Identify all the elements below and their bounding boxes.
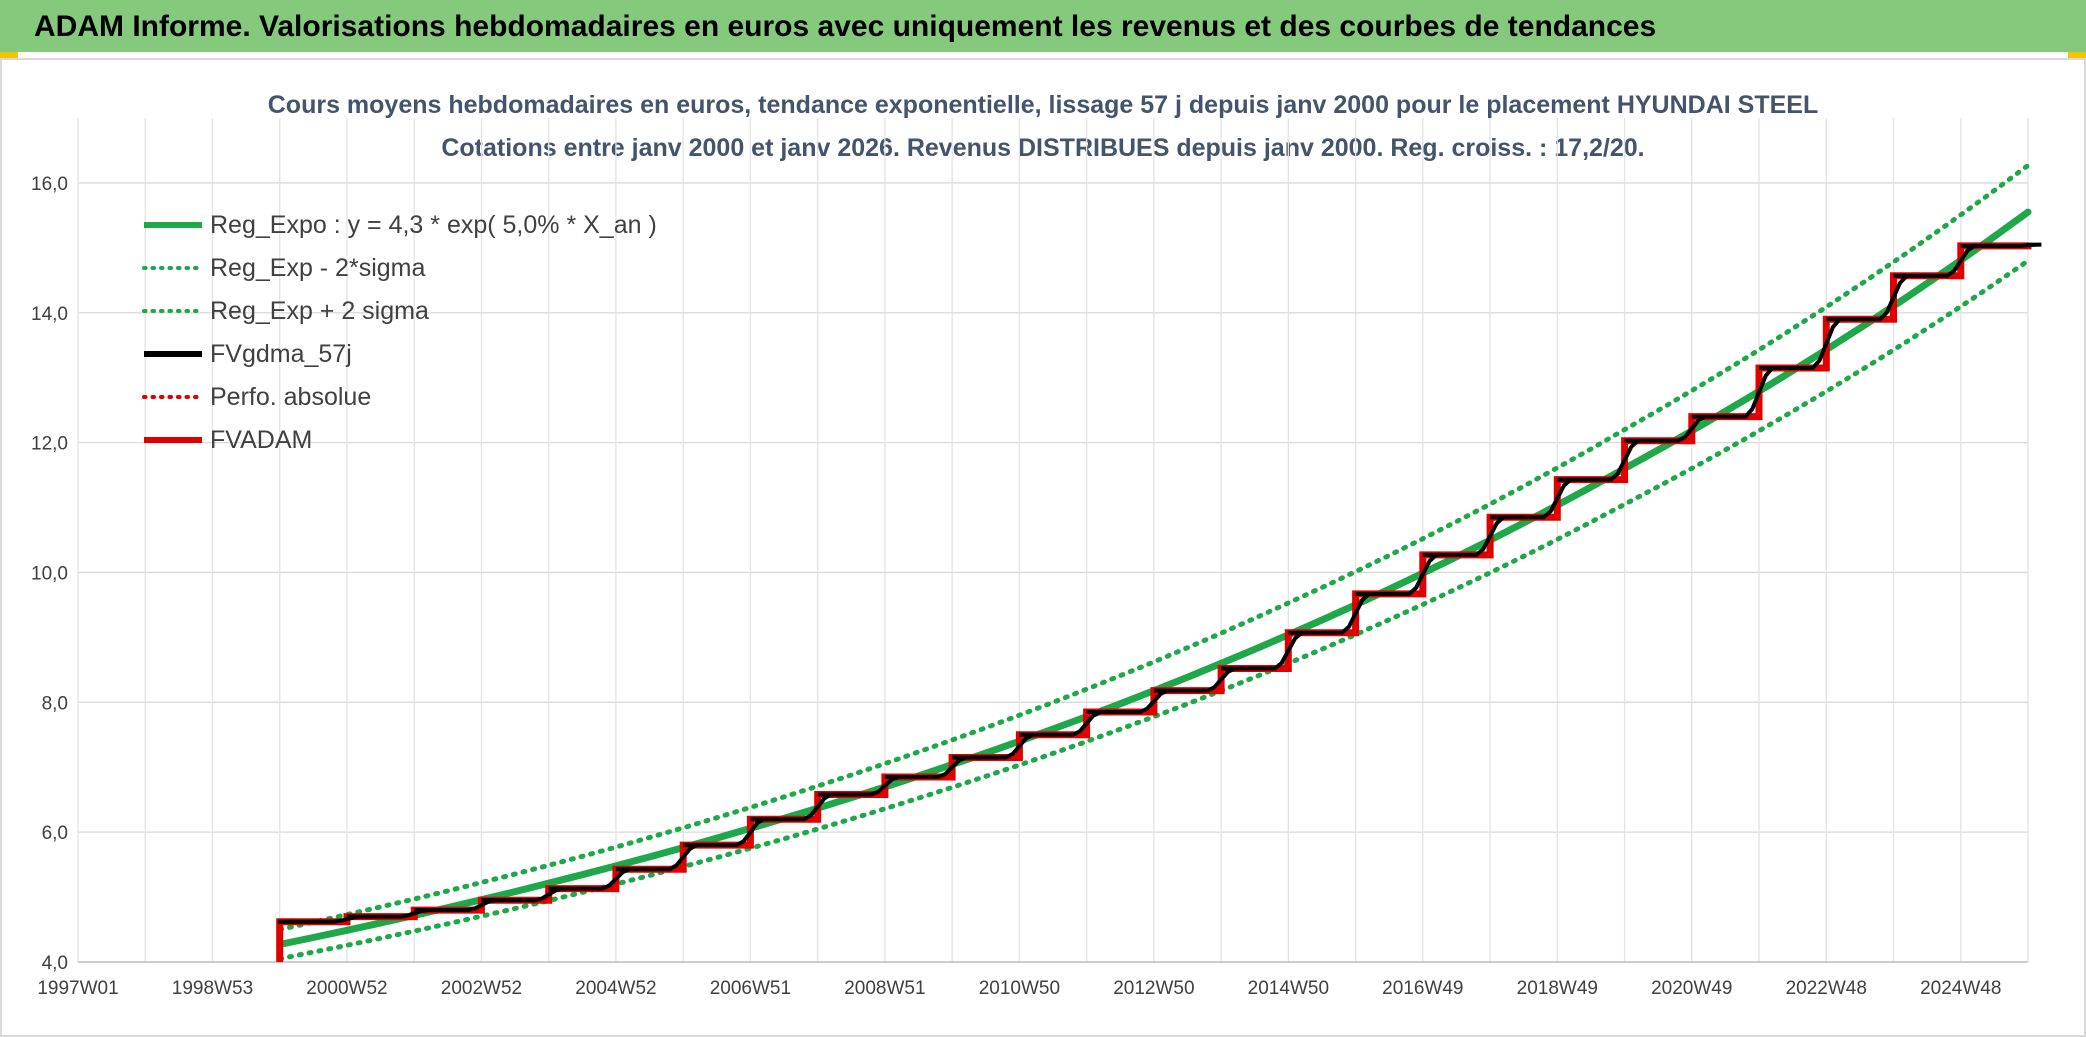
series-line-1	[277, 258, 2031, 962]
legend-entry: Reg_Exp + 2 sigma	[210, 297, 429, 325]
corner-marker-right	[2068, 52, 2086, 59]
x-tick-label: 2016W49	[1382, 978, 1463, 999]
y-tick-label: 8,0	[42, 693, 68, 714]
legend-entry: FVgdma_57j	[210, 340, 352, 368]
axis-ticks: 4,0 6,0 8,0 10,0 12,0 14,0 16,0 1997W01 1998W53 2…	[31, 174, 2001, 999]
series-line-3	[277, 242, 2042, 924]
legend-entry: Perfo. absolue	[210, 383, 371, 411]
chart-title: Cours moyens hebdomadaires en euros, ten…	[268, 91, 1818, 119]
x-tick-label: 2000W52	[306, 978, 387, 999]
y-tick-label: 10,0	[31, 563, 68, 584]
x-tick-label: 2004W52	[575, 978, 656, 999]
series-line-2	[277, 162, 2031, 932]
line-chart: Cours moyens hebdomadaires en euros, ten…	[31, 91, 2042, 999]
y-tick-label: 6,0	[42, 823, 68, 844]
x-tick-label: 2018W49	[1517, 978, 1598, 999]
y-tick-label: 14,0	[31, 304, 68, 325]
report-header: ADAM Informe. Valorisations hebdomadaire…	[0, 0, 2086, 52]
x-tick-label: 1998W53	[172, 978, 253, 999]
y-tick-label: 16,0	[31, 174, 68, 195]
x-tick-label: 2008W51	[844, 978, 925, 999]
chart-area: Cours moyens hebdomadaires en euros, ten…	[0, 58, 2086, 1037]
grid	[77, 118, 2029, 963]
y-tick-label: 12,0	[31, 434, 68, 455]
x-tick-label: 2020W49	[1651, 978, 1732, 999]
x-tick-label: 2012W50	[1113, 978, 1194, 999]
legend: Reg_Expo : y = 4,3 * exp( 5,0% * X_an ) R…	[142, 211, 657, 454]
series-group	[276, 162, 2042, 962]
y-tick-label: 4,0	[42, 953, 68, 974]
x-tick-label: 2024W48	[1920, 978, 2001, 999]
x-tick-label: 2002W52	[441, 978, 522, 999]
x-tick-label: 2022W48	[1786, 978, 1867, 999]
x-tick-label: 2006W51	[710, 978, 791, 999]
legend-entry: FVADAM	[210, 426, 312, 454]
legend-entry: Reg_Exp - 2*sigma	[210, 254, 425, 282]
x-tick-label: 1997W01	[37, 978, 118, 999]
corner-marker-left	[0, 52, 18, 59]
chart-subtitle: Cotations entre janv 2000 et janv 2026. …	[441, 134, 1644, 162]
x-tick-label: 2010W50	[979, 978, 1060, 999]
report-title: ADAM Informe. Valorisations hebdomadaire…	[34, 10, 1657, 43]
x-tick-label: 2014W50	[1248, 978, 1329, 999]
legend-entry: Reg_Expo : y = 4,3 * exp( 5,0% * X_an )	[210, 211, 657, 239]
